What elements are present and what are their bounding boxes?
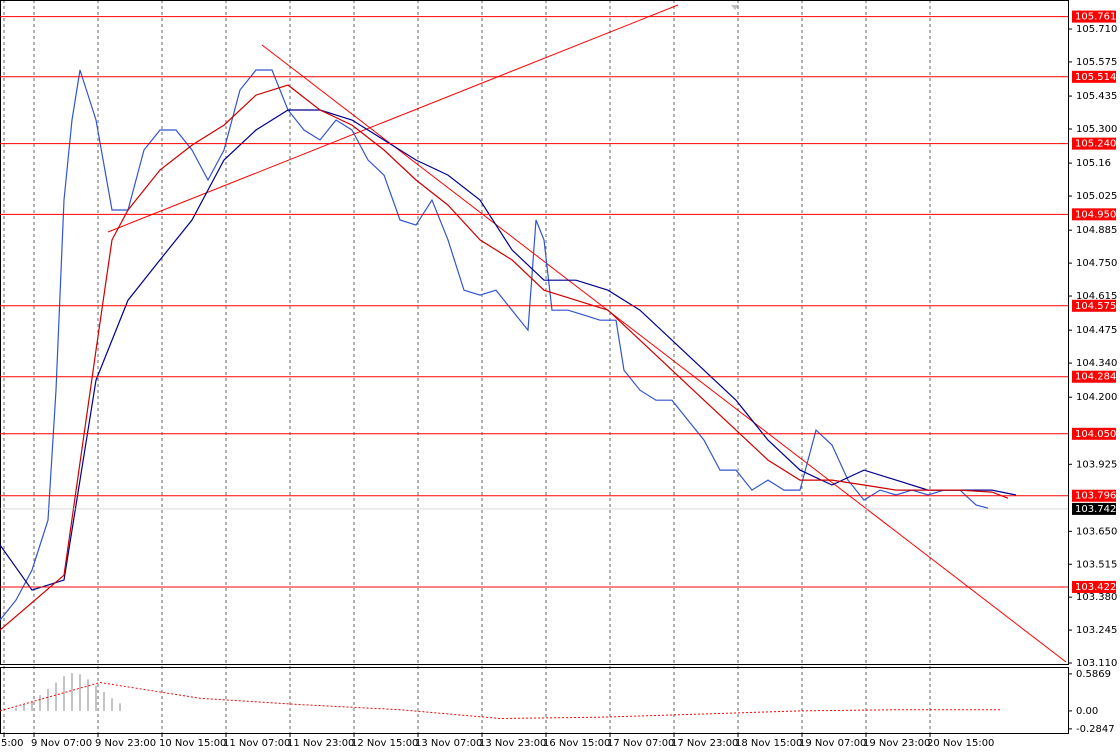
y-tick-label: 103.110 (1076, 658, 1117, 669)
y-tick-label: 105.575 (1076, 57, 1117, 68)
y-tick-label: 103.380 (1076, 592, 1117, 603)
y-tick-label: 105.435 (1076, 91, 1117, 102)
level-label-box (1072, 10, 1116, 23)
x-tick-label: 5:00 (1, 738, 23, 749)
main-frame (0, 0, 1069, 665)
x-tick-label: 13 Nov 23:00 (479, 738, 546, 749)
y-tick-label: 104.340 (1076, 358, 1117, 369)
indicator-frame (0, 667, 1069, 734)
level-label: 105.240 (1075, 139, 1116, 150)
level-label-box (1072, 299, 1116, 312)
level-label: 105.761 (1075, 12, 1116, 23)
shift-marker (731, 5, 739, 10)
x-tick-label: 10 Nov 15:00 (159, 738, 226, 749)
x-tick-label: 19 Nov 23:00 (863, 738, 930, 749)
level-label-box (1072, 489, 1116, 502)
y-tick-label: 103.925 (1076, 459, 1117, 470)
y-tick-label: 0.00 (1076, 706, 1098, 717)
level-label: 104.050 (1075, 429, 1116, 440)
level-label: 103.422 (1075, 582, 1116, 593)
level-label: 103.796 (1075, 491, 1116, 502)
level-label: 104.284 (1075, 372, 1116, 383)
level-label-box (1072, 370, 1116, 383)
y-tick-label: 104.475 (1076, 325, 1117, 336)
y-tick-label: 103.245 (1076, 625, 1117, 636)
y-tick-label: 103.515 (1076, 559, 1117, 570)
last-price-label: 103.742 (1075, 504, 1116, 515)
y-tick-label: 105.025 (1076, 191, 1117, 202)
level-label-box (1072, 70, 1116, 83)
last-price-box (1072, 502, 1116, 515)
level-label-box (1072, 580, 1116, 593)
y-tick-label: 105.300 (1076, 124, 1117, 135)
level-label-box (1072, 427, 1116, 440)
series-line (0, 69, 989, 621)
level-label-box (1072, 137, 1116, 150)
y-tick-label: 104.615 (1076, 291, 1117, 302)
y-tick-label: 104.200 (1076, 392, 1117, 403)
y-tick-label: 104.885 (1076, 225, 1117, 236)
level-label: 104.575 (1075, 301, 1116, 312)
x-tick-label: 17 Nov 07:00 (607, 738, 674, 749)
series-line (0, 84, 1009, 631)
level-label: 105.514 (1075, 72, 1116, 83)
x-tick-label: 19 Nov 07:00 (799, 738, 866, 749)
trend-line (107, 4, 679, 233)
y-tick-label: 0.5869 (1076, 669, 1111, 680)
x-tick-label: 11 Nov 07:00 (223, 738, 290, 749)
y-tick-label: 105.710 (1076, 24, 1117, 35)
y-tick-label: -0.2847 (1076, 724, 1115, 735)
x-tick-label: 17 Nov 23:00 (671, 738, 738, 749)
x-tick-label: 9 Nov 23:00 (95, 738, 156, 749)
x-tick-label: 13 Nov 07:00 (415, 738, 482, 749)
y-tick-label: 104.750 (1076, 258, 1117, 269)
x-tick-label: 9 Nov 07:00 (31, 738, 92, 749)
x-tick-label: 12 Nov 15:00 (351, 738, 418, 749)
x-tick-label: 11 Nov 23:00 (287, 738, 354, 749)
series-line (0, 109, 1017, 591)
x-tick-label: 16 Nov 15:00 (543, 738, 610, 749)
y-tick-label: 103.650 (1076, 526, 1117, 537)
y-tick-label: 105.16 (1076, 158, 1111, 169)
level-label: 104.950 (1075, 209, 1116, 220)
x-tick-label: 20 Nov 15:00 (927, 738, 994, 749)
x-tick-label: 18 Nov 15:00 (735, 738, 802, 749)
level-label-box (1072, 208, 1116, 221)
series-line (0, 681, 1000, 720)
